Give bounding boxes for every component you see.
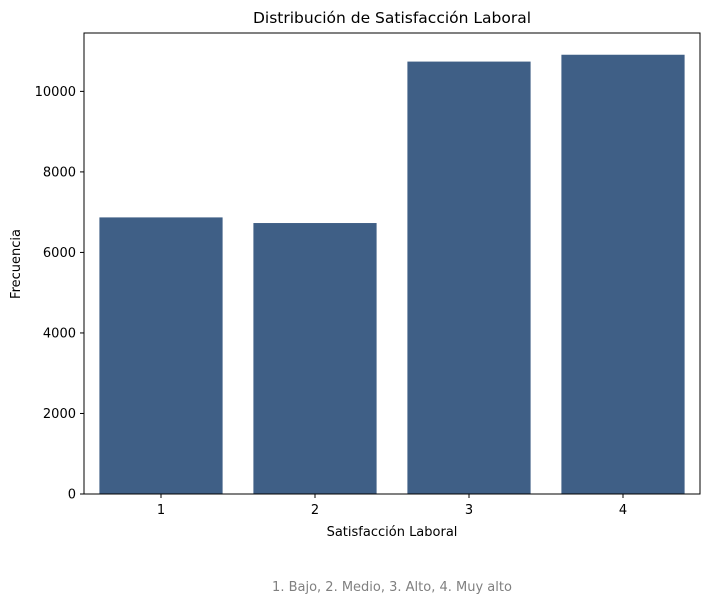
y-tick-label-0: 0 [68, 488, 76, 503]
y-axis: 0 2000 4000 6000 8000 10000 [35, 85, 84, 503]
y-tick-label-6000: 6000 [43, 246, 76, 261]
x-tick-label-3: 3 [465, 503, 473, 518]
bar-4 [561, 54, 685, 494]
x-axis-title: Satisfacción Laboral [327, 525, 458, 540]
x-axis: 1 2 3 4 [157, 494, 627, 518]
y-axis-title: Frecuencia [9, 229, 24, 299]
plot-frame [83, 32, 701, 495]
y-tick-label-8000: 8000 [43, 165, 76, 180]
y-tick-label-4000: 4000 [43, 326, 76, 341]
x-tick-label-2: 2 [311, 503, 319, 518]
y-tick-label-10000: 10000 [35, 85, 76, 100]
bar-3 [407, 61, 531, 494]
bar-2 [253, 223, 377, 494]
y-tick-label-2000: 2000 [43, 407, 76, 422]
bars-group [99, 54, 685, 494]
chart-title: Distribución de Satisfacción Laboral [253, 9, 531, 27]
category-legend-note: 1. Bajo, 2. Medio, 3. Alto, 4. Muy alto [272, 580, 512, 595]
bar-1 [99, 217, 223, 494]
x-tick-label-4: 4 [619, 503, 627, 518]
x-tick-label-1: 1 [157, 503, 165, 518]
